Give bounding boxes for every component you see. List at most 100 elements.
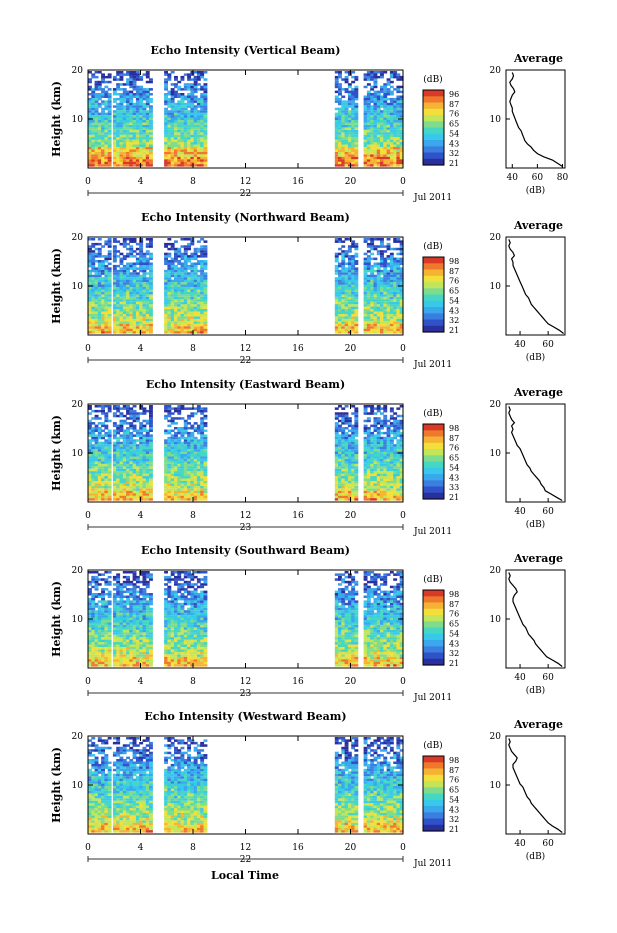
heatmap-cell [200, 76, 204, 79]
heatmap-cell [167, 410, 171, 413]
heatmap-cell [113, 267, 117, 270]
heatmap-cell [108, 98, 112, 101]
colorbar-swatch [423, 140, 444, 147]
heatmap-cell [113, 434, 117, 437]
heatmap-cell [149, 417, 153, 420]
heatmap-cell [190, 434, 194, 437]
heatmap-cell [338, 91, 342, 94]
heatmap-cell [149, 434, 153, 437]
heatmap-cell [204, 98, 208, 101]
heatmap-cell [164, 417, 168, 420]
heatmap-cell [101, 73, 105, 76]
heatmap-cell [354, 447, 358, 450]
heatmap-cell [108, 309, 112, 312]
heatmap-cell [194, 272, 198, 275]
heatmap-cell [149, 289, 153, 292]
colorbar-label: 65 [449, 287, 459, 296]
heatmap-cell [104, 260, 108, 263]
heatmap-cell [341, 240, 345, 243]
panels: Echo Intensity (Vertical Beam)1020Height… [50, 44, 568, 869]
heatmap-cell [374, 81, 378, 84]
heatmap-cell [335, 260, 339, 263]
heatmap-cell [177, 250, 181, 253]
heatmap-cell [88, 81, 92, 84]
heatmap-cell [354, 331, 358, 334]
heatmap-cell [354, 248, 358, 251]
heatmap-cell [338, 238, 342, 241]
colorbar-swatch [423, 128, 444, 135]
heatmap-cell [204, 267, 208, 270]
heatmap-cell [164, 245, 168, 248]
x-tick-label: 12 [240, 177, 251, 187]
x-tick-label: 8 [190, 344, 196, 354]
average-title: Average [513, 219, 563, 232]
heatmap-cell [354, 113, 358, 116]
heatmap-cell [204, 476, 208, 479]
heatmap-cell [345, 432, 349, 435]
heatmap-cell [108, 132, 112, 135]
heatmap-cell [98, 105, 102, 108]
heatmap-cell [171, 88, 175, 91]
heatmap-cell [88, 407, 92, 410]
panel-0: Echo Intensity (Vertical Beam)1020Height… [50, 44, 568, 203]
heatmap-cell [133, 410, 137, 413]
heatmap-cell [171, 412, 175, 415]
heatmap-cell [204, 132, 208, 135]
heatmap-cell [149, 466, 153, 469]
heatmap-cell [335, 407, 339, 410]
heatmap-cell [108, 243, 112, 246]
heatmap-cell [108, 253, 112, 256]
heatmap-cell [149, 412, 153, 415]
heatmap-cell [377, 267, 381, 270]
heatmap-cell [91, 73, 95, 76]
heatmap-cell [91, 238, 95, 241]
heatmap-cell [167, 78, 171, 81]
heatmap-cell [335, 258, 339, 261]
heatmap-cell [200, 238, 204, 241]
heatmap-cell [164, 83, 168, 86]
heatmap-cell [348, 420, 352, 423]
heatmap-cell [149, 405, 153, 408]
heatmap-cell [146, 73, 150, 76]
heatmap-cell [149, 280, 153, 283]
heatmap-cell [108, 439, 112, 442]
heatmap-cell [383, 86, 387, 89]
heatmap-cell [204, 145, 208, 148]
heatmap-cell [354, 103, 358, 106]
heatmap-cell [171, 98, 175, 101]
heatmap-cell [120, 425, 124, 428]
heatmap-cell [108, 277, 112, 280]
heatmap-cell [113, 260, 117, 263]
heatmap-cell [351, 437, 355, 440]
heatmap-cell [98, 71, 102, 74]
heatmap-cell [120, 76, 124, 79]
heatmap-cell [167, 277, 171, 280]
heatmap-cell [116, 432, 120, 435]
heatmap-cell [354, 486, 358, 489]
heatmap-cell [108, 434, 112, 437]
heatmap-cell [108, 299, 112, 302]
heatmap-cell [335, 267, 339, 270]
heatmap-cell [139, 422, 143, 425]
heatmap-cell [204, 309, 208, 312]
heatmap-cell [108, 331, 112, 334]
heatmap-cell [108, 430, 112, 433]
heatmap-cell [190, 73, 194, 76]
heatmap-cell [149, 238, 153, 241]
heatmap-cell [139, 238, 143, 241]
heatmap-cell [149, 321, 153, 324]
heatmap-cell [354, 130, 358, 133]
heatmap-cell [204, 253, 208, 256]
heatmap-cell [149, 312, 153, 315]
heatmap-cell [149, 253, 153, 256]
heatmap-cell [129, 422, 133, 425]
heatmap-cell [354, 407, 358, 410]
heatmap-cell [204, 302, 208, 305]
heatmap-cell [108, 459, 112, 462]
heatmap-cell [133, 240, 137, 243]
heatmap-cell [204, 471, 208, 474]
heatmap-cell [335, 417, 339, 420]
heatmap-cell [354, 410, 358, 413]
heatmap-cell [108, 498, 112, 501]
heatmap-cell [108, 164, 112, 167]
